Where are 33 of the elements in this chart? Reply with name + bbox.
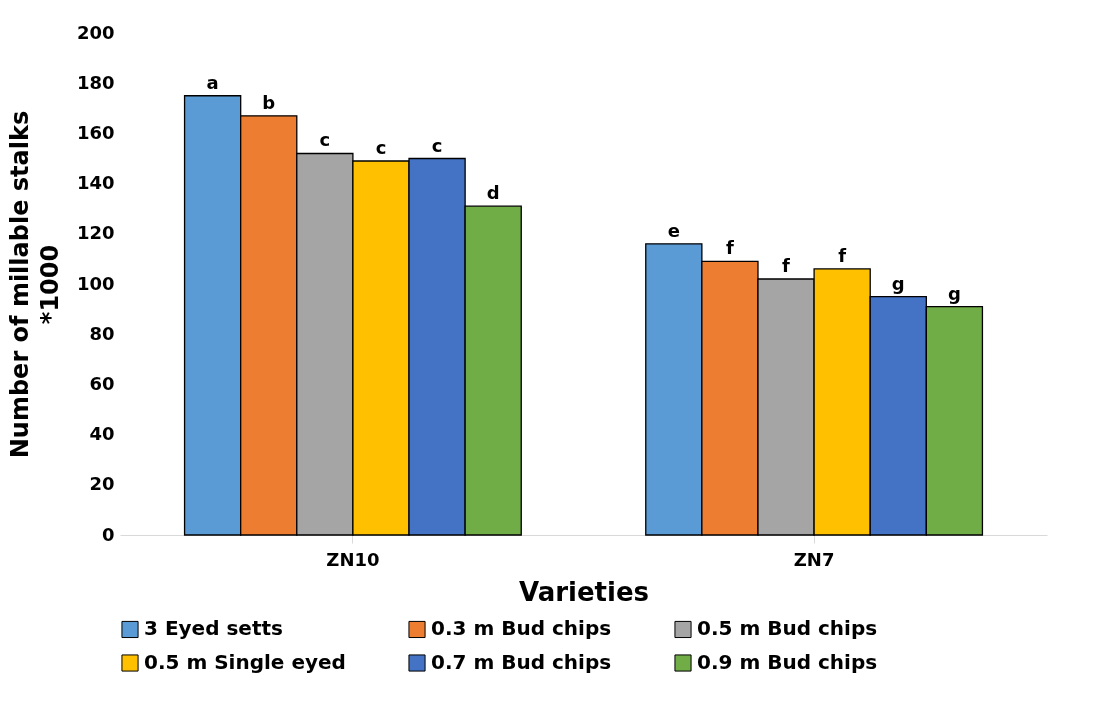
legend-label: 3 Eyed setts xyxy=(144,616,283,641)
y-tick-label: 160 xyxy=(76,121,115,143)
data-label: g xyxy=(947,282,961,304)
y-tick-label: 180 xyxy=(76,71,115,93)
x-tick-label: ZN10 xyxy=(326,548,380,570)
x-axis-title: Varieties xyxy=(518,576,650,607)
y-tick-label: 100 xyxy=(76,272,115,294)
y-tick-label: 0 xyxy=(101,523,115,545)
data-label: b xyxy=(262,91,276,113)
data-label: c xyxy=(375,137,387,159)
legend-label: 0.9 m Bud chips xyxy=(697,650,878,674)
y-tick-label: 80 xyxy=(89,322,115,344)
data-label: a xyxy=(206,71,219,93)
y-tick-label: 140 xyxy=(76,172,115,194)
data-label: c xyxy=(431,134,443,156)
y-tick-label: 40 xyxy=(89,423,115,445)
data-label: c xyxy=(319,129,331,151)
y-tick-label: 60 xyxy=(89,372,115,394)
y-axis-title: Number of millable stalks *1000 xyxy=(5,110,64,459)
data-label: d xyxy=(486,182,500,204)
data-label: g xyxy=(891,272,905,294)
legend-label: 0.5 m Single eyed xyxy=(144,650,346,674)
data-label: f xyxy=(782,254,791,276)
data-label: f xyxy=(726,237,735,259)
legend-label: 0.3 m Bud chips xyxy=(431,616,612,641)
x-tick-label: ZN7 xyxy=(793,548,835,570)
y-tick-label: 120 xyxy=(76,222,115,244)
legend-label: 0.5 m Bud chips xyxy=(697,616,878,641)
y-tick-label: 20 xyxy=(89,473,115,495)
data-label: e xyxy=(667,219,680,241)
y-tick-label: 200 xyxy=(76,21,115,43)
legend-label: 0.7 m Bud chips xyxy=(431,650,612,674)
data-label: f xyxy=(838,244,847,266)
